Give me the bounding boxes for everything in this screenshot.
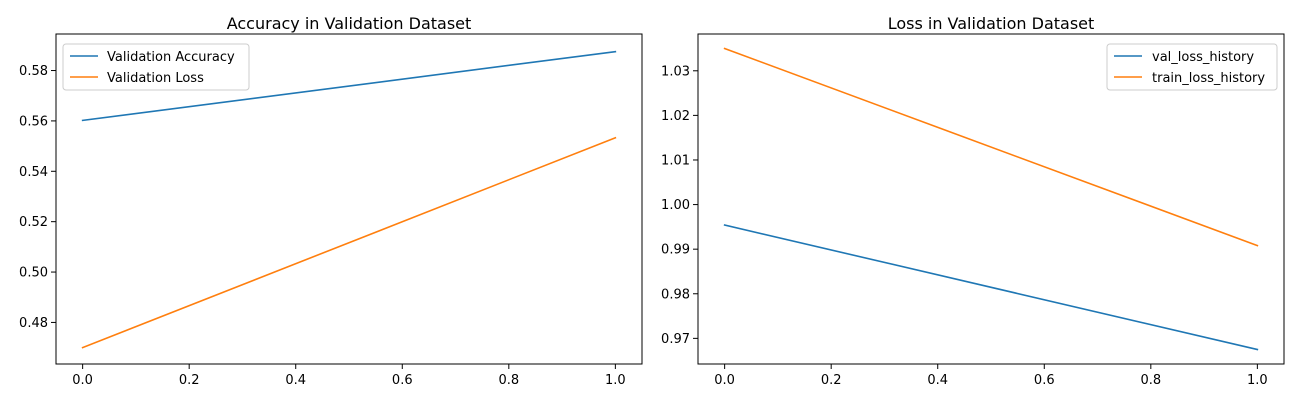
accuracy-x-tick-label: 0.0: [72, 373, 93, 388]
loss-x-tick-label: 0.4: [927, 373, 948, 388]
loss-x-tick-label: 0.6: [1034, 373, 1055, 388]
accuracy-chart-title: Accuracy in Validation Dataset: [227, 14, 472, 33]
accuracy-chart-series-lines: [81, 50, 617, 349]
loss-y-tick-label: 1.02: [661, 109, 690, 124]
loss-y-tick-label: 1.00: [661, 198, 690, 213]
loss-chart-title: Loss in Validation Dataset: [888, 14, 1095, 33]
loss-legend-box: [1106, 43, 1278, 91]
accuracy-chart-axes-frame: [55, 33, 643, 365]
accuracy-chart-legend: Validation Accuracy Validation Loss: [62, 43, 250, 91]
accuracy-y-tick-label: 0.54: [19, 165, 48, 180]
accuracy-x-tick-label: 0.8: [498, 373, 519, 388]
loss-y-tick-label: 0.99: [661, 243, 690, 258]
loss-y-tick-label: 0.97: [661, 332, 690, 347]
accuracy-x-tick-label: 0.2: [179, 373, 200, 388]
legend-label-validation-accuracy: Validation Accuracy: [107, 50, 235, 65]
accuracy-x-tick-label: 0.4: [285, 373, 306, 388]
loss-chart-series-lines: [723, 47, 1259, 351]
accuracy-series-line-0: [81, 50, 617, 122]
accuracy-legend-box: [62, 43, 250, 91]
legend-label-val-loss-history: val_loss_history: [1152, 50, 1254, 65]
accuracy-y-tick-label: 0.58: [19, 64, 48, 79]
legend-label-validation-loss: Validation Loss: [107, 71, 204, 86]
loss-chart-legend: val_loss_history train_loss_history: [1106, 43, 1278, 91]
legend-label-train-loss-history: train_loss_history: [1152, 71, 1265, 86]
loss-chart: Loss in Validation Dataset 0.0 0.2 0.4 0.6 0…: [661, 14, 1285, 388]
accuracy-y-tick-label: 0.52: [19, 215, 48, 230]
loss-x-tick-label: 0.8: [1140, 373, 1161, 388]
loss-chart-axes-frame: [697, 33, 1285, 365]
loss-x-tick-label: 0.0: [714, 373, 735, 388]
loss-series-line-0: [723, 224, 1259, 351]
loss-y-tick-label: 1.03: [661, 64, 690, 79]
loss-y-tick-label: 0.98: [661, 287, 690, 302]
accuracy-x-tick-label: 1.0: [605, 373, 626, 388]
accuracy-y-tick-label: 0.48: [19, 316, 48, 331]
loss-chart-y-ticks: 0.97 0.98 0.99 1.00 1.01 1.02 1.03: [661, 64, 698, 347]
loss-x-tick-label: 0.2: [821, 373, 842, 388]
loss-chart-x-ticks: 0.0 0.2 0.4 0.6 0.8 1.0: [714, 364, 1268, 388]
accuracy-chart-x-ticks: 0.0 0.2 0.4 0.6 0.8 1.0: [72, 364, 626, 388]
loss-y-tick-label: 1.01: [661, 153, 690, 168]
loss-x-tick-label: 1.0: [1247, 373, 1268, 388]
accuracy-chart-y-ticks: 0.48 0.50 0.52 0.54 0.56 0.58: [19, 64, 56, 331]
loss-series-line-1: [723, 47, 1259, 247]
accuracy-x-tick-label: 0.6: [392, 373, 413, 388]
accuracy-y-tick-label: 0.50: [19, 266, 48, 281]
accuracy-series-line-1: [81, 136, 617, 349]
accuracy-y-tick-label: 0.56: [19, 114, 48, 129]
accuracy-chart: Accuracy in Validation Dataset 0.0 0.2 0.4…: [19, 14, 643, 388]
